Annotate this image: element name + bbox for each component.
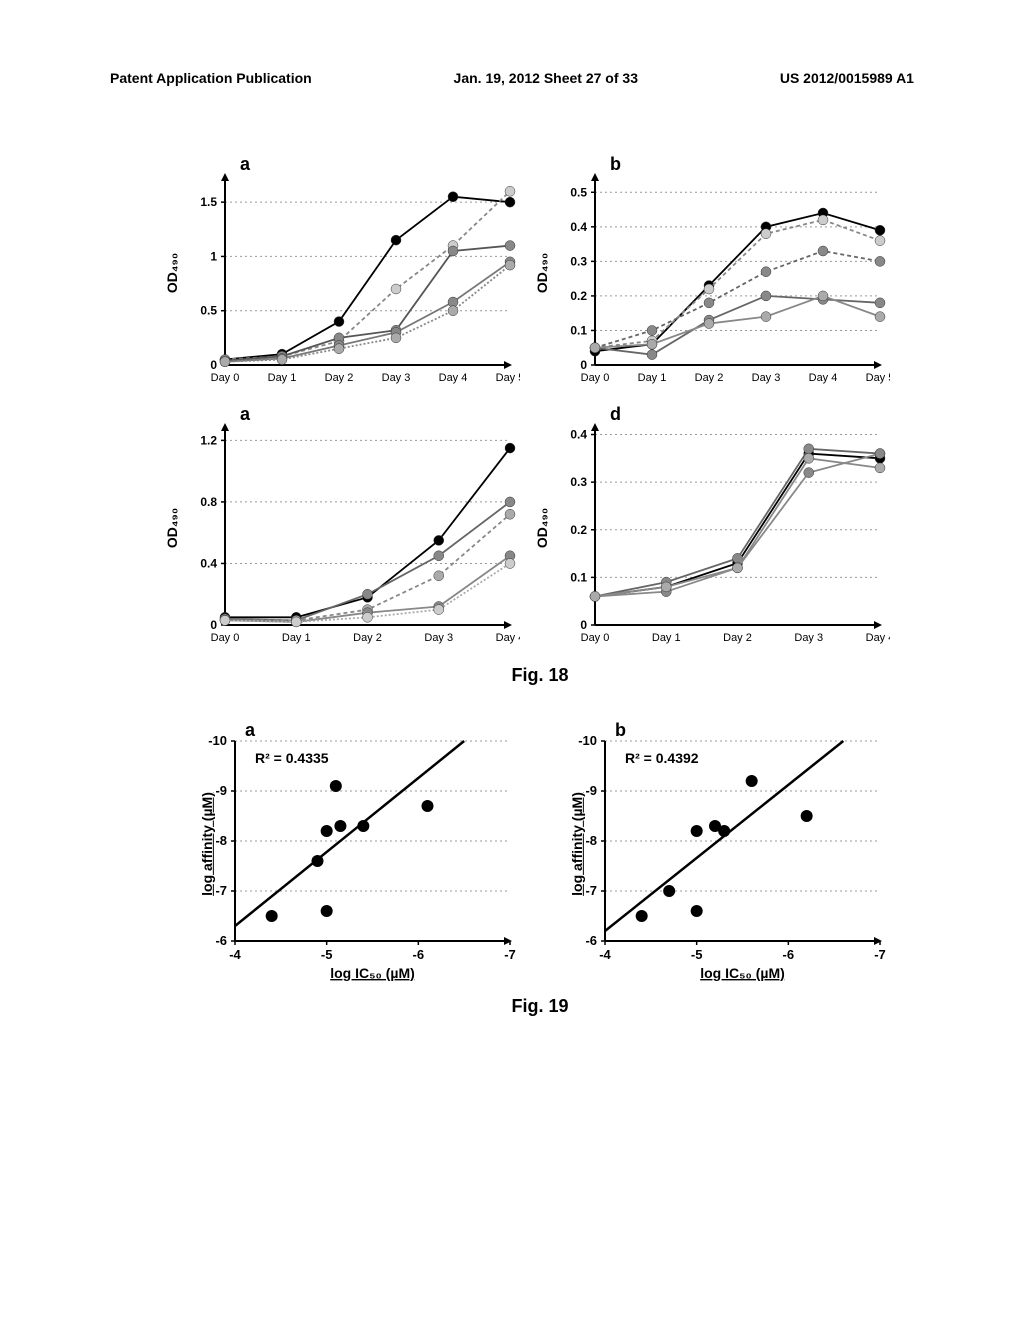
svg-text:Day 4: Day 4	[496, 632, 520, 644]
svg-text:-7: -7	[585, 883, 597, 898]
fig19b-ylabel: log affinity (µM)	[569, 792, 585, 896]
svg-text:R² = 0.4335: R² = 0.4335	[255, 750, 329, 766]
svg-text:-9: -9	[585, 783, 597, 798]
svg-text:Day 1: Day 1	[652, 632, 681, 644]
svg-text:a: a	[240, 404, 251, 424]
fig18-panel-b: OD₄₉₀ 00.10.20.30.40.5Day 0Day 1Day 2Day…	[550, 150, 890, 395]
fig19a-ylabel: log affinity (µM)	[199, 792, 215, 896]
svg-text:0.2: 0.2	[570, 289, 587, 303]
svg-text:0.8: 0.8	[200, 495, 217, 509]
svg-text:-5: -5	[321, 947, 333, 962]
svg-text:-6: -6	[783, 947, 795, 962]
svg-text:log IC₅₀ (µM): log IC₅₀ (µM)	[700, 965, 785, 981]
svg-text:0.4: 0.4	[200, 556, 217, 570]
header-right: US 2012/0015989 A1	[780, 70, 914, 86]
svg-text:-5: -5	[691, 947, 703, 962]
svg-text:-7: -7	[874, 947, 886, 962]
svg-text:Day 5: Day 5	[496, 372, 520, 384]
fig19-row: log affinity (µM) -6 -7 -8 -9 -10 -4 -5 -6 -7 a R²…	[180, 716, 900, 986]
svg-text:Day 3: Day 3	[794, 632, 823, 644]
svg-text:0.5: 0.5	[200, 304, 217, 318]
svg-text:Day 5: Day 5	[866, 372, 890, 384]
svg-text:-10: -10	[578, 733, 597, 748]
svg-text:-4: -4	[229, 947, 241, 962]
svg-text:Day 3: Day 3	[424, 632, 453, 644]
svg-text:-7: -7	[215, 883, 227, 898]
fig19-panel-a: log affinity (µM) -6 -7 -8 -9 -10 -4 -5 -6 -7 a R²…	[180, 716, 520, 986]
svg-text:Day 2: Day 2	[695, 372, 724, 384]
svg-text:-9: -9	[215, 783, 227, 798]
svg-text:0: 0	[580, 358, 587, 372]
svg-text:-6: -6	[413, 947, 425, 962]
svg-text:a: a	[240, 154, 251, 174]
fig18-row2: OD₄₉₀ 0 0.4 0.8 1.2 Day 0 Day 1 Day 2 Day 3 Day …	[180, 400, 900, 655]
svg-text:0.4: 0.4	[570, 428, 587, 442]
fig18-row1: OD₄₉₀ 0 0.5 1 1.5 Day 0 Day 1 Day 2 Day 3 Day 4 D…	[180, 150, 900, 395]
svg-text:-8: -8	[585, 833, 597, 848]
svg-text:Day 1: Day 1	[268, 372, 297, 384]
svg-text:log IC₅₀ (µM): log IC₅₀ (µM)	[330, 965, 415, 981]
svg-text:0.5: 0.5	[570, 185, 587, 199]
svg-text:Day 2: Day 2	[353, 632, 382, 644]
svg-text:-7: -7	[504, 947, 516, 962]
svg-text:Day 4: Day 4	[866, 632, 890, 644]
fig18d-ylabel: OD₄₉₀	[534, 508, 550, 548]
svg-text:R² = 0.4392: R² = 0.4392	[625, 750, 699, 766]
svg-text:Day 0: Day 0	[581, 372, 610, 384]
svg-text:Day 0: Day 0	[581, 632, 610, 644]
svg-text:0.2: 0.2	[570, 523, 587, 537]
page-header: Patent Application Publication Jan. 19, …	[0, 70, 1024, 86]
svg-text:b: b	[615, 720, 626, 740]
svg-text:-6: -6	[585, 933, 597, 948]
fig18-panel-a: OD₄₉₀ 00.511.5Day 0Day 1Day 2Day 3Day 4D…	[180, 150, 520, 395]
header-left: Patent Application Publication	[110, 70, 312, 86]
svg-text:-6: -6	[215, 933, 227, 948]
svg-text:0.3: 0.3	[570, 475, 587, 489]
svg-text:Day 3: Day 3	[382, 372, 411, 384]
svg-text:Day 1: Day 1	[282, 632, 311, 644]
svg-text:Day 3: Day 3	[752, 372, 781, 384]
svg-text:Day 2: Day 2	[723, 632, 752, 644]
svg-text:-4: -4	[599, 947, 611, 962]
svg-text:0: 0	[210, 358, 217, 372]
svg-text:-10: -10	[208, 733, 227, 748]
svg-text:1.5: 1.5	[200, 195, 217, 209]
svg-text:0.1: 0.1	[570, 323, 587, 337]
fig18-panel-d: OD₄₉₀ 00.10.20.30.4Day 0Day 1Day 2Day 3D…	[550, 400, 890, 655]
svg-text:d: d	[610, 404, 621, 424]
svg-text:0.1: 0.1	[570, 570, 587, 584]
svg-text:Day 2: Day 2	[325, 372, 354, 384]
fig18-caption: Fig. 18	[180, 665, 900, 686]
svg-text:1.2: 1.2	[200, 433, 217, 447]
fig19-caption: Fig. 19	[180, 996, 900, 1017]
fig18c-ylabel: OD₄₉₀	[164, 508, 180, 548]
svg-text:Day 4: Day 4	[439, 372, 468, 384]
svg-text:Day 1: Day 1	[638, 372, 667, 384]
fig18a-ylabel: OD₄₉₀	[164, 253, 180, 293]
svg-text:0.3: 0.3	[570, 254, 587, 268]
fig18b-ylabel: OD₄₉₀	[534, 253, 550, 293]
svg-text:Day 4: Day 4	[809, 372, 838, 384]
svg-text:0.4: 0.4	[570, 220, 587, 234]
svg-text:-8: -8	[215, 833, 227, 848]
svg-text:1: 1	[210, 249, 217, 263]
svg-text:a: a	[245, 720, 256, 740]
svg-text:Day 0: Day 0	[211, 372, 240, 384]
fig18-panel-c: OD₄₉₀ 00.40.81.2Day 0Day 1Day 2Day 3Day …	[180, 400, 520, 655]
header-center: Jan. 19, 2012 Sheet 27 of 33	[454, 70, 638, 86]
fig19-panel-b: log affinity (µM) -6 -7 -8 -9 -10 -4 -5 -6 -7 b R²…	[550, 716, 890, 986]
svg-text:0: 0	[580, 618, 587, 632]
svg-text:b: b	[610, 154, 621, 174]
figures-container: OD₄₉₀ 0 0.5 1 1.5 Day 0 Day 1 Day 2 Day 3 Day 4 D…	[180, 150, 900, 1047]
svg-text:Day 0: Day 0	[211, 632, 240, 644]
svg-text:0: 0	[210, 618, 217, 632]
